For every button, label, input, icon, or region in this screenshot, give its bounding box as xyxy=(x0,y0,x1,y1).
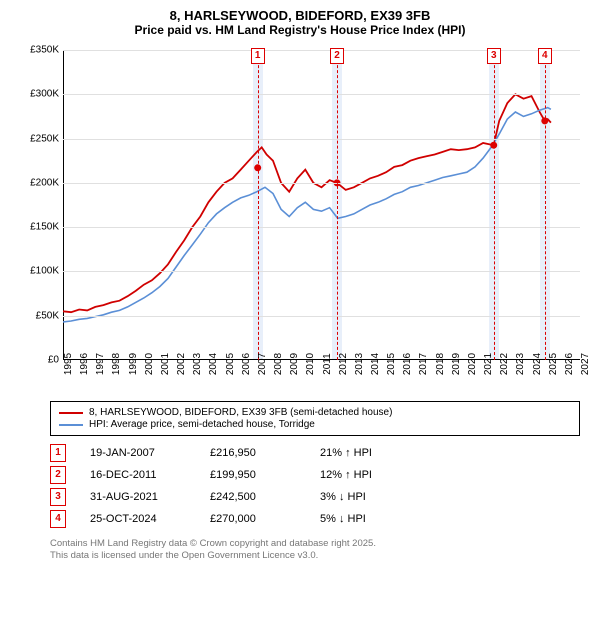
footer: Contains HM Land Registry data © Crown c… xyxy=(50,538,580,563)
x-tick-label: 2018 xyxy=(435,353,446,375)
event-date: 16-DEC-2011 xyxy=(90,469,210,481)
legend-item: 8, HARLSEYWOOD, BIDEFORD, EX39 3FB (semi… xyxy=(59,407,571,418)
marker-line xyxy=(337,50,338,360)
y-axis: £0£50K£100K£150K£200K£250K£300K£350K xyxy=(25,50,63,360)
event-price: £242,500 xyxy=(210,491,320,503)
x-tick-label: 2023 xyxy=(515,353,526,375)
gridline xyxy=(63,50,580,51)
x-tick-label: 2005 xyxy=(225,353,236,375)
x-tick-label: 1998 xyxy=(111,353,122,375)
title-line2: Price paid vs. HM Land Registry's House … xyxy=(10,23,590,37)
x-tick-label: 2024 xyxy=(532,353,543,375)
x-tick-label: 2012 xyxy=(338,353,349,375)
event-price: £199,950 xyxy=(210,469,320,481)
y-tick-label: £250K xyxy=(30,133,59,144)
footer-line2: This data is licensed under the Open Gov… xyxy=(50,550,580,562)
chart-svg xyxy=(63,50,580,360)
marker-label: 3 xyxy=(487,48,501,64)
marker-line xyxy=(258,50,259,360)
x-tick-label: 2003 xyxy=(192,353,203,375)
marker-label: 4 xyxy=(538,48,552,64)
marker-line xyxy=(494,50,495,360)
y-tick-label: £0 xyxy=(48,355,59,366)
event-delta: 3% ↓ HPI xyxy=(320,491,420,503)
x-tick-label: 2013 xyxy=(354,353,365,375)
x-tick-label: 2007 xyxy=(257,353,268,375)
marker-label: 1 xyxy=(251,48,265,64)
y-tick-label: £100K xyxy=(30,266,59,277)
y-tick-label: £200K xyxy=(30,177,59,188)
x-tick-label: 2019 xyxy=(451,353,462,375)
gridline xyxy=(63,316,580,317)
x-tick-label: 1996 xyxy=(79,353,90,375)
x-axis: 1995199619971998199920002001200220032004… xyxy=(63,360,580,395)
chart-area: £0 £50K £100K £150K £200K £250K £300K £350K 1 2 3… xyxy=(25,45,585,395)
x-tick-label: 2016 xyxy=(402,353,413,375)
legend-label: HPI: Average price, semi-detached house,… xyxy=(89,419,315,430)
event-id-box: 3 xyxy=(50,488,66,506)
event-price: £270,000 xyxy=(210,513,320,525)
x-tick-label: 1999 xyxy=(128,353,139,375)
x-tick-label: 2014 xyxy=(370,353,381,375)
x-tick-label: 2025 xyxy=(548,353,559,375)
event-id-box: 2 xyxy=(50,466,66,484)
x-tick-label: 2010 xyxy=(305,353,316,375)
x-tick-label: 2027 xyxy=(580,353,591,375)
x-tick-label: 2020 xyxy=(467,353,478,375)
event-price: £216,950 xyxy=(210,447,320,459)
event-date: 19-JAN-2007 xyxy=(90,447,210,459)
event-date: 25-OCT-2024 xyxy=(90,513,210,525)
x-tick-label: 2015 xyxy=(386,353,397,375)
x-tick-label: 1997 xyxy=(95,353,106,375)
legend-swatch xyxy=(59,412,83,414)
x-tick-label: 2021 xyxy=(483,353,494,375)
footer-line1: Contains HM Land Registry data © Crown c… xyxy=(50,538,580,550)
legend-item: HPI: Average price, semi-detached house,… xyxy=(59,419,571,430)
legend: 8, HARLSEYWOOD, BIDEFORD, EX39 3FB (semi… xyxy=(50,401,580,436)
x-tick-label: 2011 xyxy=(322,353,333,375)
y-tick-label: £150K xyxy=(30,222,59,233)
event-delta: 12% ↑ HPI xyxy=(320,469,420,481)
y-tick-label: £300K xyxy=(30,89,59,100)
page-container: 8, HARLSEYWOOD, BIDEFORD, EX39 3FB Price… xyxy=(0,0,600,571)
x-tick-label: 2017 xyxy=(418,353,429,375)
x-tick-label: 2002 xyxy=(176,353,187,375)
x-tick-label: 1995 xyxy=(63,353,74,375)
x-tick-label: 2022 xyxy=(499,353,510,375)
event-date: 31-AUG-2021 xyxy=(90,491,210,503)
x-tick-label: 2000 xyxy=(144,353,155,375)
gridline xyxy=(63,94,580,95)
y-tick-label: £350K xyxy=(30,45,59,56)
gridline xyxy=(63,271,580,272)
event-delta: 21% ↑ HPI xyxy=(320,447,420,459)
event-row: 1 19-JAN-2007£216,95021% ↑ HPI xyxy=(50,444,580,462)
events-table: 1 19-JAN-2007£216,95021% ↑ HPI 2 16-DEC-201… xyxy=(50,444,580,528)
x-tick-label: 2026 xyxy=(564,353,575,375)
marker-line xyxy=(545,50,546,360)
event-delta: 5% ↓ HPI xyxy=(320,513,420,525)
event-row: 3 31-AUG-2021£242,5003% ↓ HPI xyxy=(50,488,580,506)
legend-swatch xyxy=(59,424,83,426)
x-tick-label: 2004 xyxy=(208,353,219,375)
x-tick-label: 2008 xyxy=(273,353,284,375)
x-tick-label: 2009 xyxy=(289,353,300,375)
gridline xyxy=(63,183,580,184)
plot-region: 1 2 3 4 xyxy=(63,50,580,360)
event-id-box: 4 xyxy=(50,510,66,528)
x-tick-label: 2006 xyxy=(241,353,252,375)
title-block: 8, HARLSEYWOOD, BIDEFORD, EX39 3FB Price… xyxy=(10,8,590,37)
legend-label: 8, HARLSEYWOOD, BIDEFORD, EX39 3FB (semi… xyxy=(89,407,392,418)
title-line1: 8, HARLSEYWOOD, BIDEFORD, EX39 3FB xyxy=(10,8,590,23)
event-row: 4 25-OCT-2024£270,0005% ↓ HPI xyxy=(50,510,580,528)
x-tick-label: 2001 xyxy=(160,353,171,375)
event-row: 2 16-DEC-2011£199,95012% ↑ HPI xyxy=(50,466,580,484)
event-id-box: 1 xyxy=(50,444,66,462)
gridline xyxy=(63,227,580,228)
gridline xyxy=(63,139,580,140)
marker-label: 2 xyxy=(330,48,344,64)
y-tick-label: £50K xyxy=(36,310,59,321)
